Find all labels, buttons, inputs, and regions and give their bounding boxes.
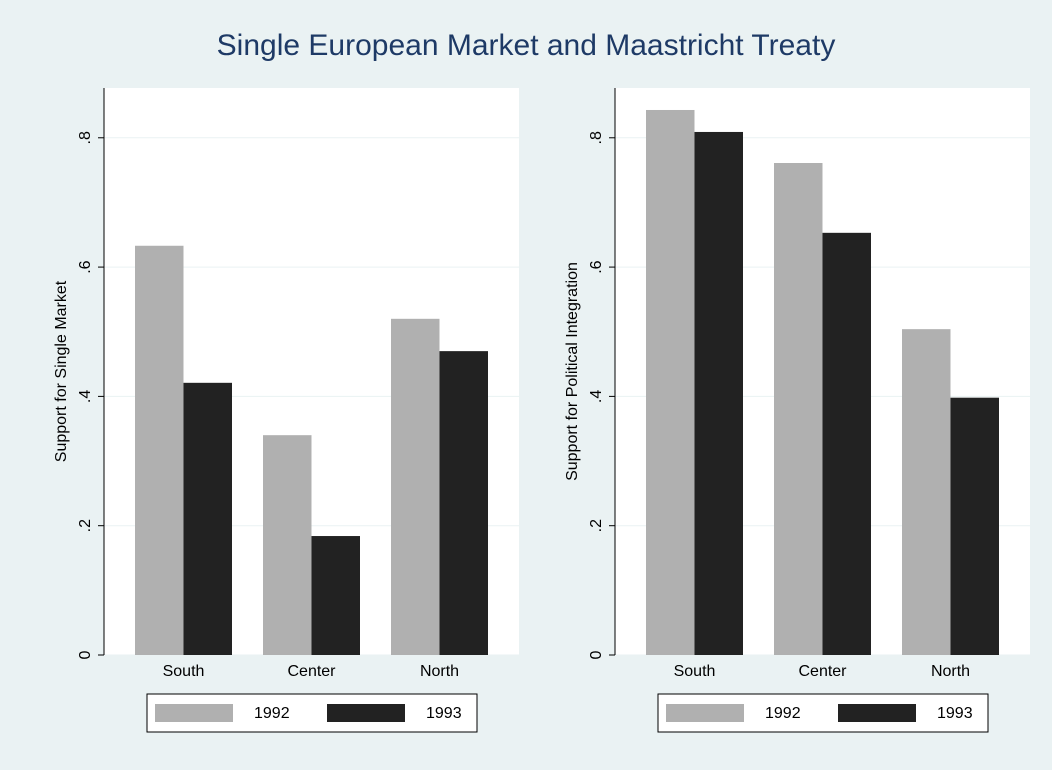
x-tick-label: North [420,663,459,680]
bar [646,109,695,656]
legend-swatch [155,704,233,722]
bar [694,131,743,656]
y-tick-label: .8 [588,131,605,144]
y-tick-label: .4 [588,390,605,403]
bar [391,318,440,655]
x-tick-label: Center [287,663,336,680]
bar [774,162,823,655]
y-tick-label: .2 [588,519,605,532]
y-tick-label: 0 [77,650,94,659]
legend-swatch [327,704,405,722]
legend-label: 1992 [254,705,290,722]
x-tick-label: South [163,663,205,680]
bar [263,435,312,655]
bar [902,329,951,655]
x-tick-label: South [674,663,716,680]
x-tick-label: Center [798,663,847,680]
legend-box [657,693,989,733]
y-tick-label: .4 [77,390,94,403]
legend-label: 1992 [765,705,801,722]
y-tick-label: 0 [588,650,605,659]
bar [439,351,488,655]
bar [135,245,184,656]
y-tick-label: .2 [77,519,94,532]
legend-swatch [838,704,916,722]
bar [822,232,871,655]
chart-title: Single European Market and Maastricht Tr… [217,29,836,62]
x-tick-label: North [931,663,970,680]
bar [950,397,999,655]
bar [183,382,232,655]
y-axis-title: Support for Political Integration [564,262,581,481]
y-tick-label: .8 [77,131,94,144]
y-tick-label: .6 [77,260,94,273]
y-axis-title: Support for Single Market [53,280,70,462]
bar [311,536,360,655]
legend-swatch [666,704,744,722]
legend-label: 1993 [426,705,462,722]
legend-label: 1993 [937,705,973,722]
y-tick-label: .6 [588,260,605,273]
